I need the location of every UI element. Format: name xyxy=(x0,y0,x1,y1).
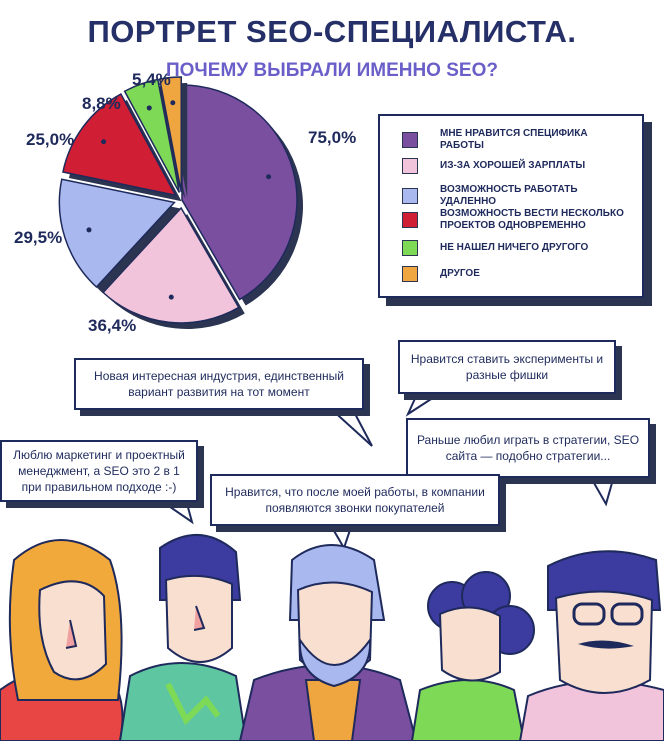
bubble-tail xyxy=(405,391,446,417)
legend-item: НЕ НАШЕЛ НИЧЕГО ДРУГОГО xyxy=(402,240,630,256)
pct-label-0: 75,0% xyxy=(308,128,357,147)
pie-slice-marker xyxy=(170,100,176,106)
legend-label: МНЕ НРАВИТСЯ СПЕЦИФИКА РАБОТЫ xyxy=(440,128,588,151)
pct-label-1: 36,4% xyxy=(88,316,137,335)
pie-slice-marker xyxy=(101,139,107,145)
pie-slice-marker xyxy=(266,174,272,180)
pie-slice-5 xyxy=(158,76,182,193)
bubble-tail xyxy=(588,475,616,507)
person-4-illustration xyxy=(410,571,535,741)
pie-chart xyxy=(58,76,303,329)
pct-label-2: 29,5% xyxy=(14,228,63,247)
pie-slice-marker xyxy=(146,105,152,111)
pie-slice-0 xyxy=(181,84,298,301)
speech-bubble-industry: Новая интересная индустрия, единственный… xyxy=(74,358,364,410)
person-2-illustration xyxy=(118,534,248,741)
speech-bubble-marketing: Люблю маркетинг и проектный менеджмент, … xyxy=(0,440,198,502)
legend-label: НЕ НАШЕЛ НИЧЕГО ДРУГОГО xyxy=(440,242,589,253)
pct-label-4: 8,8% xyxy=(82,94,121,113)
bubble-tail xyxy=(328,523,354,551)
legend-label: ВОЗМОЖНОСТЬ РАБОТАТЬ УДАЛЕННО xyxy=(440,184,578,207)
legend-item: МНЕ НРАВИТСЯ СПЕЦИФИКА РАБОТЫ xyxy=(402,128,630,152)
legend-item: ДРУГОЕ xyxy=(402,266,630,282)
chart-legend: МНЕ НРАВИТСЯ СПЕЦИФИКА РАБОТЫ ИЗ-ЗА ХОРО… xyxy=(378,114,644,298)
legend-item: ВОЗМОЖНОСТЬ ВЕСТИ НЕСКОЛЬКО ПРОЕКТОВ ОДН… xyxy=(402,208,630,232)
pie-slice-marker xyxy=(168,294,174,300)
pie-slice-2 xyxy=(58,178,176,289)
pie-slice-4 xyxy=(123,78,181,193)
legend-swatch xyxy=(402,132,418,148)
legend-label: ВОЗМОЖНОСТЬ ВЕСТИ НЕСКОЛЬКО ПРОЕКТОВ ОДН… xyxy=(440,208,624,231)
speech-bubble-strategy: Раньше любил играть в стратегии, SEO сай… xyxy=(406,418,650,478)
legend-swatch xyxy=(402,212,418,228)
person-1-illustration xyxy=(0,539,124,741)
pct-label-3: 25,0% xyxy=(26,130,75,149)
page-title: ПОРТРЕТ SEO-СПЕЦИАЛИСТА. xyxy=(87,14,577,49)
bubble-tail xyxy=(156,499,194,525)
legend-swatch xyxy=(402,266,418,282)
speech-bubble-calls: Нравится, что после моей работы, в компа… xyxy=(210,474,500,526)
pie-slice-3 xyxy=(62,93,178,197)
speech-bubble-experiments: Нравится ставить эксперименты и разные ф… xyxy=(398,340,616,394)
bubble-tail xyxy=(327,407,373,447)
legend-swatch xyxy=(402,240,418,256)
legend-swatch xyxy=(402,158,418,174)
legend-item: ВОЗМОЖНОСТЬ РАБОТАТЬ УДАЛЕННО xyxy=(402,184,630,208)
person-5-illustration xyxy=(518,550,664,741)
pie-slice-1 xyxy=(102,206,240,324)
legend-label: ДРУГОЕ xyxy=(440,268,480,279)
page-subtitle: ПОЧЕМУ ВЫБРАЛИ ИМЕННО SEO? xyxy=(166,60,498,81)
legend-item: ИЗ-ЗА ХОРОШЕЙ ЗАРПЛАТЫ xyxy=(402,158,630,174)
pie-slice-marker xyxy=(86,227,92,233)
legend-swatch xyxy=(402,188,418,204)
pct-label-5: 5,4% xyxy=(132,70,171,89)
person-3-illustration xyxy=(238,544,418,741)
legend-label: ИЗ-ЗА ХОРОШЕЙ ЗАРПЛАТЫ xyxy=(440,160,586,171)
